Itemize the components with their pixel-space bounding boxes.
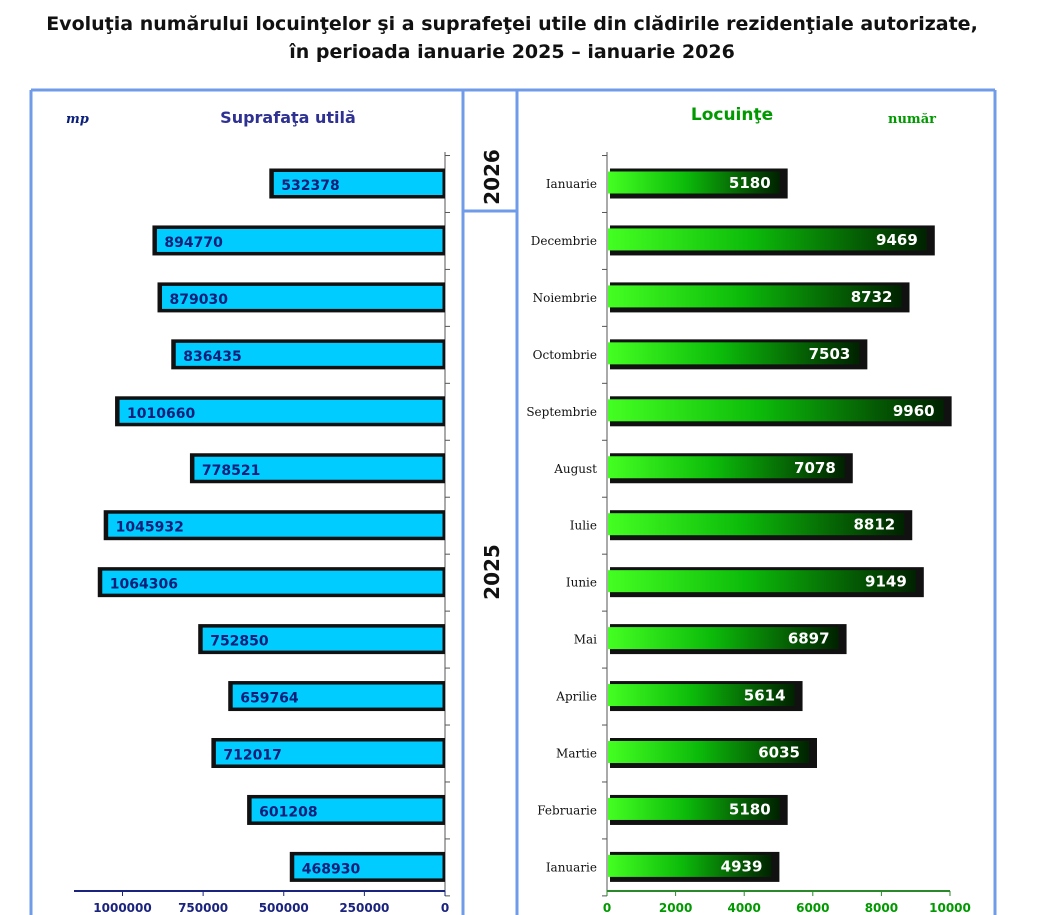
right-bar bbox=[608, 684, 795, 707]
left-bar-value-label: 712017 bbox=[223, 748, 281, 764]
left-bars: 532378 894770 879030 836435 1010660 778521 104… bbox=[97, 168, 446, 882]
left-bar-value-label: 778521 bbox=[202, 463, 260, 479]
left-bar bbox=[161, 284, 444, 310]
left-chart-title: Suprafaţa utilă bbox=[220, 108, 356, 127]
right-x-tick-label: 6000 bbox=[796, 901, 829, 915]
right-category-label: Aprilie bbox=[555, 690, 597, 704]
right-category-label: Septembrie bbox=[526, 405, 597, 419]
right-bar bbox=[608, 456, 845, 479]
left-bar-value-label: 894770 bbox=[164, 235, 223, 251]
left-bar-value-label: 1010660 bbox=[127, 406, 195, 422]
right-category-label: Ianuarie bbox=[546, 177, 597, 191]
left-bar-value-label: 601208 bbox=[259, 804, 317, 820]
right-bar bbox=[608, 399, 944, 422]
right-bar bbox=[608, 228, 927, 251]
right-x-tick-label: 0 bbox=[603, 901, 611, 915]
right-bar-value-label: 5614 bbox=[744, 687, 786, 705]
right-bar-value-label: 8812 bbox=[854, 516, 896, 534]
right-bar-value-label: 6035 bbox=[758, 744, 800, 762]
right-bars: 5180 9469 8732 7503 9960 7078 8812 9149 6897 5614… bbox=[608, 168, 952, 882]
right-axis: 0 2000 4000 6000 8000 10000 Ianuarie Decembrie N… bbox=[526, 152, 971, 915]
left-bar bbox=[101, 569, 444, 595]
left-bar-value-label: 879030 bbox=[170, 292, 229, 308]
left-bar-value-label: 752850 bbox=[210, 634, 269, 650]
right-chart-title: Locuinţe bbox=[691, 105, 773, 125]
right-category-label: Ianuarie bbox=[546, 860, 597, 874]
left-bar bbox=[155, 227, 444, 253]
left-bar bbox=[118, 398, 444, 424]
right-category-label: Iulie bbox=[570, 519, 597, 533]
right-x-tick-label: 2000 bbox=[659, 901, 692, 915]
right-x-tick-label: 8000 bbox=[865, 901, 898, 915]
right-x-tick-label: 4000 bbox=[727, 901, 760, 915]
right-bar bbox=[608, 797, 780, 820]
right-category-label: Martie bbox=[556, 747, 597, 761]
right-bar-value-label: 7078 bbox=[794, 459, 836, 477]
right-bar-value-label: 9469 bbox=[876, 231, 918, 249]
chart-title-line-2: în perioada ianuarie 2025 – ianuarie 202… bbox=[289, 41, 735, 63]
right-bar bbox=[608, 854, 772, 877]
right-bar-value-label: 5180 bbox=[729, 174, 771, 192]
left-x-tick-label: 500000 bbox=[259, 901, 309, 915]
left-x-tick-label: 750000 bbox=[178, 901, 228, 915]
right-bar bbox=[608, 171, 780, 194]
right-bar-value-label: 4939 bbox=[721, 857, 763, 875]
left-bar bbox=[201, 626, 444, 652]
year-label-2026: 2026 bbox=[480, 149, 504, 205]
right-category-label: Iunie bbox=[566, 576, 597, 590]
left-unit-label: mp bbox=[66, 112, 89, 127]
right-bar-value-label: 9149 bbox=[865, 573, 907, 591]
left-bar bbox=[107, 512, 444, 538]
right-bar-value-label: 9960 bbox=[893, 402, 935, 420]
right-category-label: Decembrie bbox=[531, 234, 597, 248]
right-category-label: Mai bbox=[574, 633, 597, 647]
right-bar bbox=[608, 513, 905, 536]
left-bar-value-label: 1064306 bbox=[110, 577, 178, 593]
left-bar-value-label: 1045932 bbox=[116, 520, 184, 536]
left-bar-value-label: 532378 bbox=[281, 178, 339, 194]
left-bar-value-label: 659764 bbox=[240, 691, 299, 707]
right-bar bbox=[608, 741, 810, 763]
right-bar bbox=[608, 285, 902, 308]
left-bar-value-label: 468930 bbox=[302, 861, 361, 877]
year-label-2025: 2025 bbox=[480, 544, 504, 600]
right-category-label: Februarie bbox=[537, 803, 597, 817]
right-category-label: Noiembrie bbox=[533, 291, 597, 305]
right-bar-value-label: 8732 bbox=[851, 288, 893, 306]
right-x-tick-label: 10000 bbox=[929, 901, 971, 915]
left-bar bbox=[214, 740, 444, 766]
left-x-tick-label: 250000 bbox=[339, 901, 389, 915]
right-bar bbox=[608, 570, 916, 593]
right-bar bbox=[608, 627, 839, 650]
chart-title-line-1: Evoluţia numărului locuinţelor şi a supr… bbox=[46, 13, 978, 35]
left-x-tick-label: 1000000 bbox=[93, 901, 151, 915]
right-category-label: Octombrie bbox=[533, 348, 597, 362]
chart-frame bbox=[29, 88, 997, 915]
left-bar bbox=[231, 683, 444, 709]
left-x-tick-label: 0 bbox=[441, 901, 449, 915]
right-bar bbox=[608, 342, 860, 365]
chart-title: Evoluţia numărului locuinţelor şi a supr… bbox=[0, 10, 1024, 66]
right-bar-value-label: 6897 bbox=[788, 630, 830, 648]
right-category-label: August bbox=[553, 462, 597, 476]
left-bar-value-label: 836435 bbox=[183, 349, 241, 365]
left-bar bbox=[272, 171, 444, 196]
left-bar bbox=[193, 455, 444, 481]
left-bar bbox=[174, 341, 444, 367]
right-bar-value-label: 7503 bbox=[809, 345, 851, 363]
right-bar-value-label: 5180 bbox=[729, 800, 771, 818]
left-bar bbox=[250, 797, 444, 823]
right-unit-label: număr bbox=[888, 112, 936, 127]
left-bar bbox=[293, 854, 444, 880]
